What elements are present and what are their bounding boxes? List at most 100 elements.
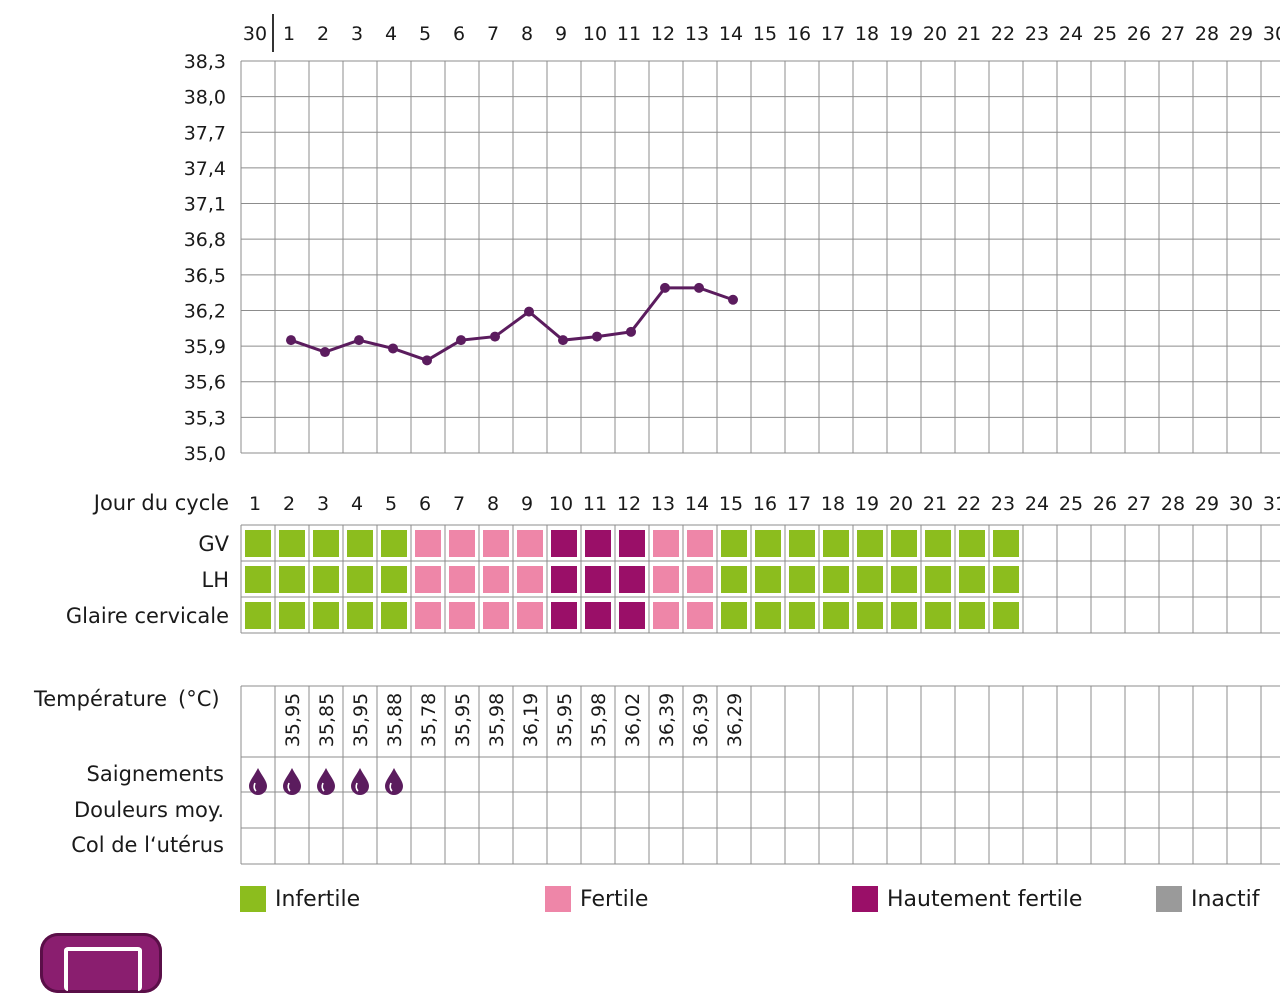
status-cell: [755, 530, 781, 557]
y-tick-label: 36,8: [184, 229, 226, 251]
y-tick-label: 36,2: [184, 300, 226, 322]
x-tick-label: 14: [719, 23, 743, 45]
status-cell: [517, 602, 543, 629]
status-cell: [687, 602, 713, 629]
x-tick-label: 20: [923, 23, 947, 45]
status-cell: [959, 602, 985, 629]
cycle-day-number: 8: [487, 493, 499, 515]
legend-label-inactive: Inactif: [1191, 886, 1260, 912]
legend-swatch-inactive: [1156, 886, 1182, 912]
status-cell: [415, 602, 441, 629]
status-cell: [313, 566, 339, 593]
x-tick-label: 25: [1093, 23, 1117, 45]
status-cell: [449, 566, 475, 593]
cycle-day-number: 24: [1025, 493, 1049, 515]
status-cell: [653, 566, 679, 593]
status-cell: [925, 530, 951, 557]
pain-label: Douleurs moy.: [74, 798, 224, 822]
status-cell: [891, 566, 917, 593]
x-tick-label: 5: [419, 23, 431, 45]
cycle-day-number: 26: [1093, 493, 1117, 515]
temperature-point: [456, 335, 466, 346]
y-tick-label: 36,5: [184, 265, 226, 287]
y-tick-label: 35,3: [184, 407, 226, 429]
status-cell: [891, 530, 917, 557]
cycle-day-number: 23: [991, 493, 1015, 515]
x-tick-label: 22: [991, 23, 1015, 45]
temperature-point: [660, 282, 670, 293]
temperature-point: [388, 343, 398, 354]
status-cell: [279, 566, 305, 593]
cycle-day-number: 9: [521, 493, 533, 515]
y-tick-label: 37,1: [184, 194, 226, 216]
report-icon[interactable]: [40, 933, 162, 993]
temperature-point: [626, 326, 636, 337]
cycle-day-number: 25: [1059, 493, 1083, 515]
status-row-label: GV: [198, 532, 229, 556]
status-cell: [279, 530, 305, 557]
x-tick-label: 8: [521, 23, 533, 45]
status-cell: [347, 530, 373, 557]
cycle-day-number: 27: [1127, 493, 1151, 515]
status-cell: [449, 602, 475, 629]
cycle-day-number: 4: [351, 493, 363, 515]
blood-drop-icon: [283, 768, 301, 795]
status-cell: [381, 530, 407, 557]
status-cell: [585, 530, 611, 557]
blood-drop-highlight: [321, 782, 325, 792]
temperature-point: [558, 335, 568, 346]
legend-highly-fertile: Hautement fertile: [852, 886, 1082, 912]
status-cell: [721, 602, 747, 629]
x-tick-label: 24: [1059, 23, 1083, 45]
x-tick-label: 16: [787, 23, 811, 45]
status-cell: [789, 566, 815, 593]
status-cell: [789, 530, 815, 557]
x-tick-label: 27: [1161, 23, 1185, 45]
temperature-value: 35,85: [316, 693, 338, 747]
temperature-value: 35,98: [486, 693, 508, 747]
cycle-day-number: 7: [453, 493, 465, 515]
x-tick-label: 10: [583, 23, 607, 45]
blood-drop-highlight: [253, 782, 257, 792]
cycle-day-number: 12: [617, 493, 641, 515]
temperature-value: 35,95: [282, 693, 304, 747]
x-tick-label: 11: [617, 23, 641, 45]
blood-drop-icon: [385, 768, 403, 795]
temperature-point: [320, 347, 330, 358]
cycle-day-number: 18: [821, 493, 845, 515]
status-cell: [857, 602, 883, 629]
status-cell: [517, 530, 543, 557]
cycle-day-number: 31: [1263, 493, 1280, 515]
status-cell: [381, 566, 407, 593]
status-cell: [993, 602, 1019, 629]
x-tick-label: 9: [555, 23, 567, 45]
status-cell: [313, 530, 339, 557]
status-cell: [857, 530, 883, 557]
cycle-day-number: 19: [855, 493, 879, 515]
temperature-value: 36,39: [656, 693, 678, 747]
temperature-value: 36,29: [724, 693, 746, 747]
temperature-value: 35,95: [452, 693, 474, 747]
status-cell: [721, 530, 747, 557]
temperature-value: 36,02: [622, 693, 644, 747]
blood-drop-highlight: [355, 782, 359, 792]
temperature-label: Température: [33, 687, 167, 711]
status-cell: [755, 602, 781, 629]
status-cell: [653, 602, 679, 629]
status-cell: [925, 602, 951, 629]
status-cell: [585, 602, 611, 629]
temperature-value: 36,19: [520, 693, 542, 747]
status-cell: [483, 602, 509, 629]
legend-infertile: Infertile: [240, 886, 360, 912]
status-cell: [619, 566, 645, 593]
x-tick-label: 13: [685, 23, 709, 45]
y-tick-label: 38,0: [184, 87, 226, 109]
status-cell: [313, 602, 339, 629]
status-cell: [551, 566, 577, 593]
status-cell: [245, 566, 271, 593]
status-cell: [619, 602, 645, 629]
y-tick-label: 37,7: [184, 122, 226, 144]
x-tick-label: 3: [351, 23, 363, 45]
x-tick-label: 30: [1263, 23, 1280, 45]
y-tick-label: 38,3: [184, 51, 226, 73]
